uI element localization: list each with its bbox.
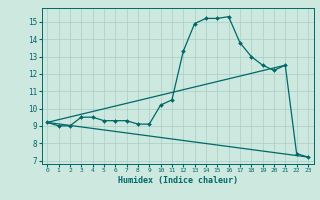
X-axis label: Humidex (Indice chaleur): Humidex (Indice chaleur) bbox=[118, 176, 237, 185]
